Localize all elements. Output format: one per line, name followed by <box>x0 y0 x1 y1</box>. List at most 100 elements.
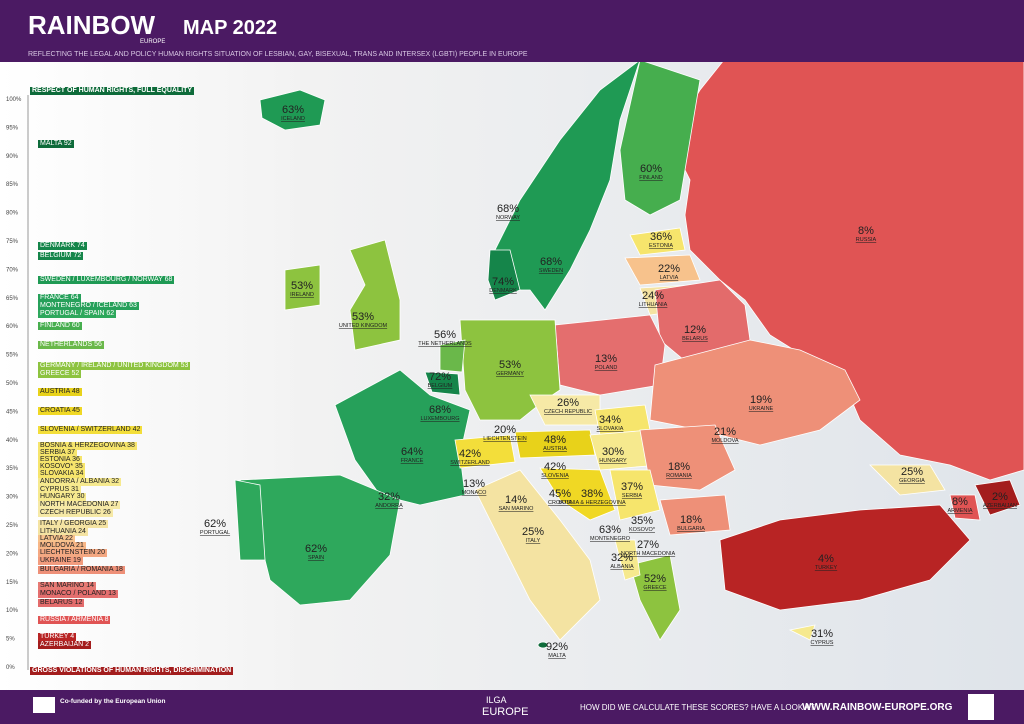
country-name: POLAND <box>595 365 618 371</box>
ilga: ILGA <box>486 695 507 705</box>
country-name: FINLAND <box>639 175 663 181</box>
country-score: 8% <box>952 496 968 508</box>
land <box>234 0 1024 649</box>
country-score: 53% <box>499 359 521 371</box>
country-score: 60% <box>640 163 662 175</box>
scale-entry: GERMANY / IRELAND / UNITED KINGDOM 53 <box>38 362 191 370</box>
scale-entry: SERBIA 37 <box>38 449 78 457</box>
country-name: SLOVAKIA <box>597 426 624 432</box>
country-score: 74% <box>492 276 514 288</box>
country-name: AUSTRIA <box>543 446 567 452</box>
scale-entry: HUNGARY 30 <box>38 493 87 501</box>
scale-entry: CYPRUS 31 <box>38 486 81 494</box>
scale-entry: MONTENEGRO / ICELAND 63 <box>38 302 139 310</box>
country-name: GREECE <box>643 585 667 591</box>
country-name: LITHUANIA <box>639 302 668 308</box>
scale-entry: NORTH MACEDONIA 27 <box>38 501 121 509</box>
country-name: LATVIA <box>660 275 679 281</box>
country-name: ROMANIA <box>666 473 692 479</box>
country-name: CZECH REPUBLIC <box>544 409 592 415</box>
country-score: 13% <box>463 478 485 490</box>
country-score: 62% <box>204 518 226 530</box>
scale-tick: 100% <box>6 97 22 103</box>
country-name: SERBIA <box>622 493 643 499</box>
country-score: 35% <box>631 515 653 527</box>
country-name: SWITZERLAND <box>450 460 489 466</box>
scale-tick: 65% <box>6 296 19 302</box>
country-name: GERMANY <box>496 371 524 377</box>
country-score: 26% <box>557 397 579 409</box>
country-score: 22% <box>658 263 680 275</box>
country-name: NORTH MACEDONIA <box>621 551 676 557</box>
scale-entry: ANDORRA / ALBANIA 32 <box>38 478 121 486</box>
country-score: 14% <box>505 494 527 506</box>
country-score: 68% <box>429 404 451 416</box>
country-name: RUSSIA <box>856 237 877 243</box>
footer-url[interactable]: WWW.RAINBOW-EUROPE.ORG <box>802 702 953 713</box>
country-name: SAN MARINO <box>499 506 535 512</box>
brand: RAINBOW <box>28 10 156 40</box>
scale-tick: 75% <box>6 239 19 245</box>
scale-entry: BELARUS 12 <box>38 599 85 607</box>
scale-entry: ESTONIA 36 <box>38 456 82 464</box>
country-name: BOSNIA & HERZEGOVINA <box>558 500 626 506</box>
country-name: LUXEMBOURG <box>420 416 459 422</box>
country-score: 30% <box>602 446 624 458</box>
country-score: 68% <box>540 256 562 268</box>
scale-tick: 70% <box>6 267 19 273</box>
country-name: MONTENEGRO <box>590 536 631 542</box>
country-name: ARMENIA <box>947 508 972 514</box>
scale-entry: FRANCE 64 <box>38 294 81 302</box>
country-score: 53% <box>352 311 374 323</box>
scale-tick: 0% <box>6 665 15 671</box>
country-score: 34% <box>599 414 621 426</box>
scale-entry: PORTUGAL / SPAIN 62 <box>38 310 117 318</box>
country-score: 36% <box>650 231 672 243</box>
scale-entry: MOLDOVA 21 <box>38 542 86 550</box>
country-score: 19% <box>750 394 772 406</box>
scale-top: RESPECT OF HUMAN RIGHTS, FULL EQUALITY <box>30 87 195 95</box>
footer-band <box>0 690 1024 724</box>
country-score: 62% <box>305 543 327 555</box>
country-name: BELGIUM <box>428 383 453 389</box>
scale-tick: 60% <box>6 324 19 330</box>
country-score: 8% <box>858 225 874 237</box>
country-score: 25% <box>901 466 923 478</box>
country-name: UNITED KINGDOM <box>339 323 388 329</box>
scale-tick: 30% <box>6 495 19 501</box>
country-name: GEORGIA <box>899 478 925 484</box>
scale-tick: 80% <box>6 211 19 217</box>
country-score: 2% <box>992 491 1008 503</box>
scale-entry: CZECH REPUBLIC 26 <box>38 509 113 517</box>
scale-entry: KOSOVO* 35 <box>38 463 85 471</box>
country-name: BELARUS <box>682 336 708 342</box>
country-name: FRANCE <box>401 458 424 464</box>
country-score: 63% <box>599 524 621 536</box>
country-score: 56% <box>434 329 456 341</box>
title: MAP 2022 <box>183 17 277 39</box>
country-name: LIECHTENSTEIN <box>483 436 526 442</box>
scale-entry: UKRAINE 19 <box>38 557 83 565</box>
country-score: 18% <box>668 461 690 473</box>
country-name: CROATIA <box>548 500 572 506</box>
qr-code <box>968 694 994 720</box>
scale-entry: SAN MARINO 14 <box>38 582 97 590</box>
scale-tick: 5% <box>6 637 15 643</box>
scale-tick: 55% <box>6 353 19 359</box>
eu-flag <box>33 697 55 713</box>
scale-tick: 35% <box>6 466 19 472</box>
country-name: MOLDOVA <box>711 438 738 444</box>
scale-tick: 85% <box>6 182 19 188</box>
scale-entry: AUSTRIA 48 <box>38 388 82 396</box>
country-score: 18% <box>680 514 702 526</box>
country-score: 12% <box>684 324 706 336</box>
country-score: 52% <box>644 573 666 585</box>
country-name: TURKEY <box>815 565 838 571</box>
country-name: ITALY <box>526 538 541 544</box>
country-score: 20% <box>494 424 516 436</box>
country-score: 72% <box>429 371 451 383</box>
scale-entry: ITALY / GEORGIA 25 <box>38 520 109 528</box>
country-name: THE NETHERLANDS <box>418 341 472 347</box>
